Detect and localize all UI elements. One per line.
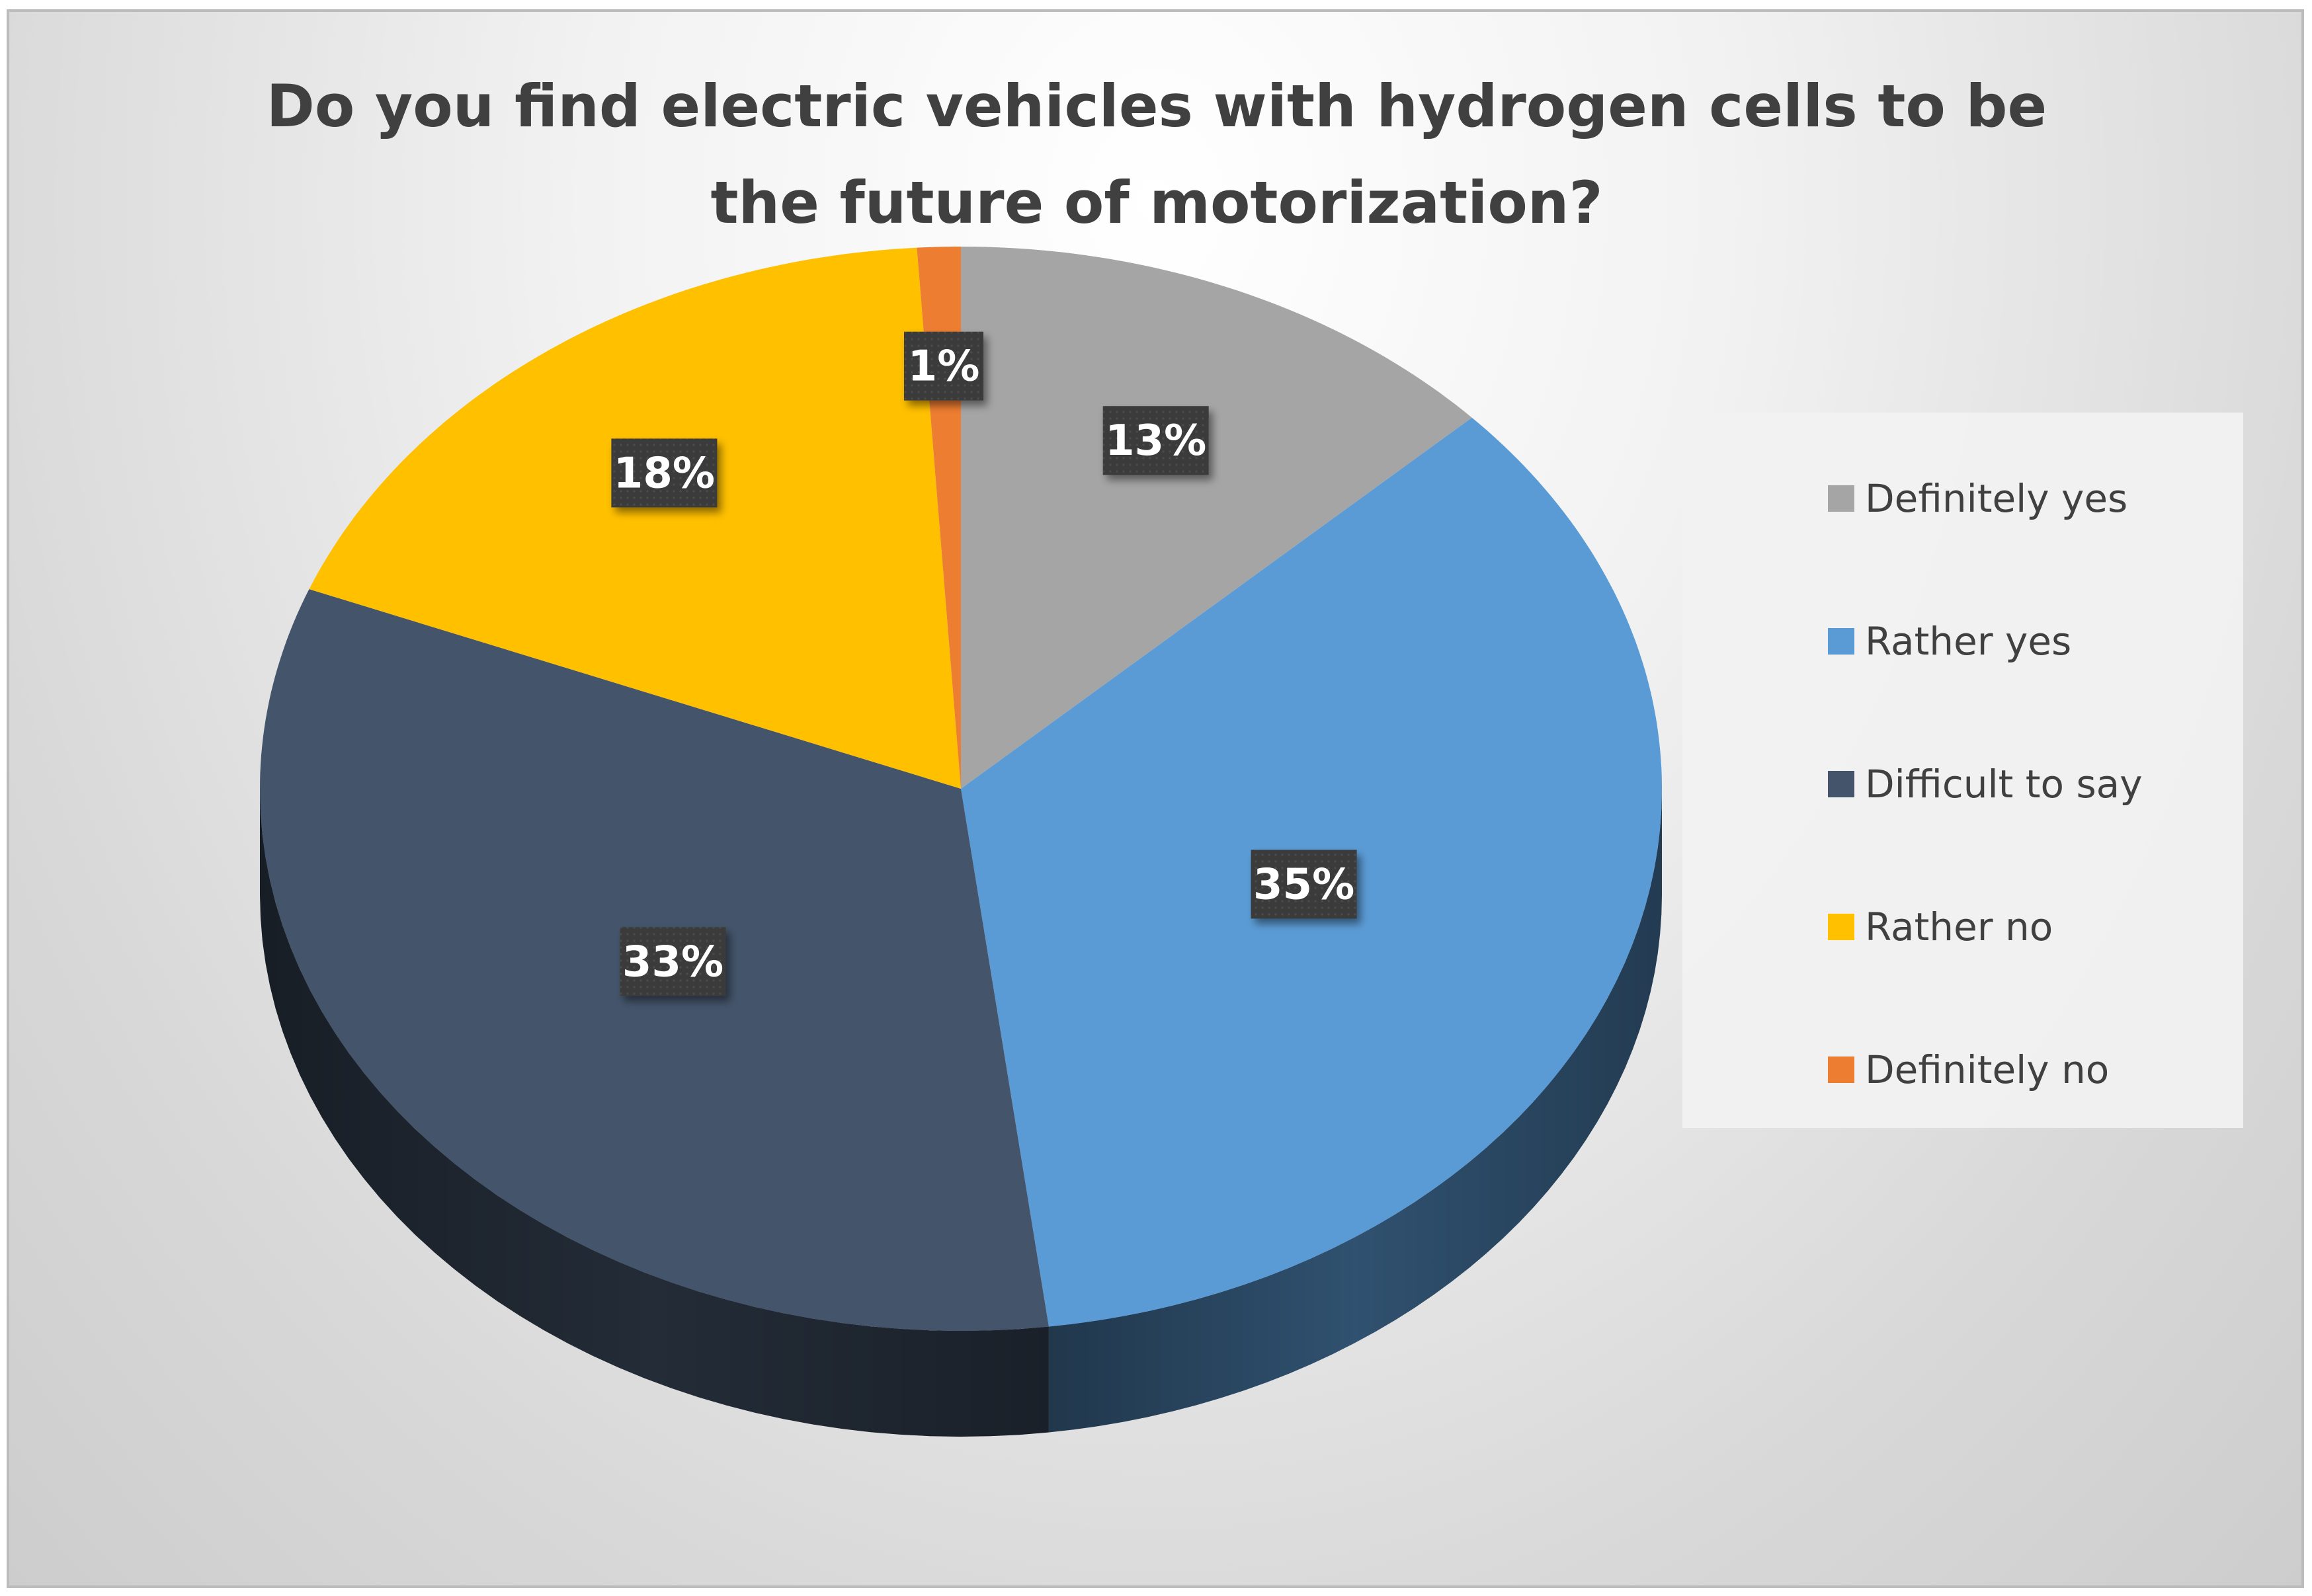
pie-slices: [260, 247, 1662, 1331]
data-label-box: [1251, 850, 1357, 919]
pie-data-labels: 13% 35% 33% 18% 1%: [611, 331, 1357, 996]
data-label-text: 33%: [622, 938, 723, 986]
legend-swatch: [1828, 771, 1854, 797]
legend-swatch: [1828, 485, 1854, 512]
legend-item-definitely-no: Definitely no: [1828, 1043, 2109, 1096]
chart-title: Do you find electric vehicles with hydro…: [266, 72, 2047, 237]
pie-slice-rather-no: [309, 247, 961, 789]
legend-label: Definitely yes: [1865, 476, 2128, 521]
data-label-rather-no: 18%: [611, 438, 718, 508]
data-label-rather-yes: 35%: [1251, 850, 1357, 919]
legend-label: Definitely no: [1865, 1047, 2110, 1092]
legend-label: Rather no: [1865, 904, 2053, 949]
data-label-text: 13%: [1105, 417, 1206, 465]
data-label-difficult-to-say: 33%: [620, 927, 726, 996]
pie-slice-definitely-yes: [961, 247, 1472, 789]
data-label-box: [611, 438, 718, 508]
legend-swatch: [1828, 628, 1854, 655]
chart-area: Do you find electric vehicles with hydro…: [7, 9, 2304, 1588]
data-label-text: 1%: [908, 342, 980, 391]
pie-chart: 13% 35% 33% 18% 1%: [260, 247, 1662, 1437]
legend-swatch: [1828, 1057, 1854, 1083]
data-label-definitely-no: 1%: [904, 331, 983, 401]
legend-item-difficult-to-say: Difficult to say: [1828, 758, 2143, 811]
data-label-text: 18%: [614, 449, 715, 498]
pie-side-shade: [1048, 789, 1662, 1433]
pie-depth: [260, 789, 1662, 1437]
legend-item-definitely-yes: Definitely yes: [1828, 472, 2127, 525]
legend: Definitely yes Rather yes Difficult to s…: [1682, 413, 2243, 1128]
legend-label: Difficult to say: [1865, 762, 2143, 807]
legend-label: Rather yes: [1865, 619, 2072, 664]
pie-side-shade: [260, 789, 1049, 1437]
legend-item-rather-no: Rather no: [1828, 900, 2053, 953]
data-label-text: 35%: [1253, 860, 1354, 909]
data-label-box: [620, 927, 726, 996]
legend-swatch: [1828, 914, 1854, 940]
data-label-box: [904, 331, 983, 401]
data-label-definitely-yes: 13%: [1102, 406, 1209, 475]
legend-item-rather-yes: Rather yes: [1828, 615, 2071, 668]
data-label-box: [1102, 406, 1209, 475]
